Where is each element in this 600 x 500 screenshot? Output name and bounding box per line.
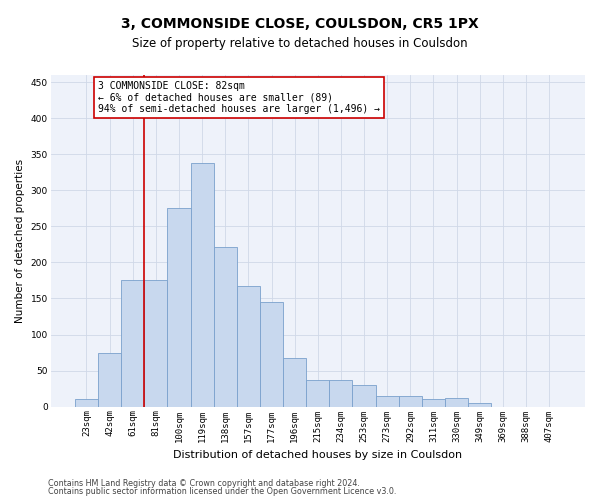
Bar xyxy=(352,385,376,406)
Y-axis label: Number of detached properties: Number of detached properties xyxy=(15,159,25,323)
Text: 3 COMMONSIDE CLOSE: 82sqm
← 6% of detached houses are smaller (89)
94% of semi-d: 3 COMMONSIDE CLOSE: 82sqm ← 6% of detach… xyxy=(98,81,380,114)
Bar xyxy=(260,302,283,406)
Bar xyxy=(306,380,329,406)
Bar xyxy=(329,380,352,406)
Text: 3, COMMONSIDE CLOSE, COULSDON, CR5 1PX: 3, COMMONSIDE CLOSE, COULSDON, CR5 1PX xyxy=(121,18,479,32)
Bar xyxy=(167,208,191,406)
Bar xyxy=(214,246,237,406)
Text: Contains public sector information licensed under the Open Government Licence v3: Contains public sector information licen… xyxy=(48,487,397,496)
Bar xyxy=(376,396,399,406)
Text: Size of property relative to detached houses in Coulsdon: Size of property relative to detached ho… xyxy=(132,38,468,51)
Bar xyxy=(283,358,306,406)
Bar xyxy=(144,280,167,406)
Bar xyxy=(399,396,422,406)
Bar xyxy=(98,352,121,406)
Bar xyxy=(75,400,98,406)
Text: Contains HM Land Registry data © Crown copyright and database right 2024.: Contains HM Land Registry data © Crown c… xyxy=(48,478,360,488)
Bar xyxy=(445,398,468,406)
Bar xyxy=(121,280,144,406)
X-axis label: Distribution of detached houses by size in Coulsdon: Distribution of detached houses by size … xyxy=(173,450,463,460)
Bar xyxy=(422,400,445,406)
Bar xyxy=(468,403,491,406)
Bar xyxy=(237,286,260,406)
Bar xyxy=(191,163,214,406)
